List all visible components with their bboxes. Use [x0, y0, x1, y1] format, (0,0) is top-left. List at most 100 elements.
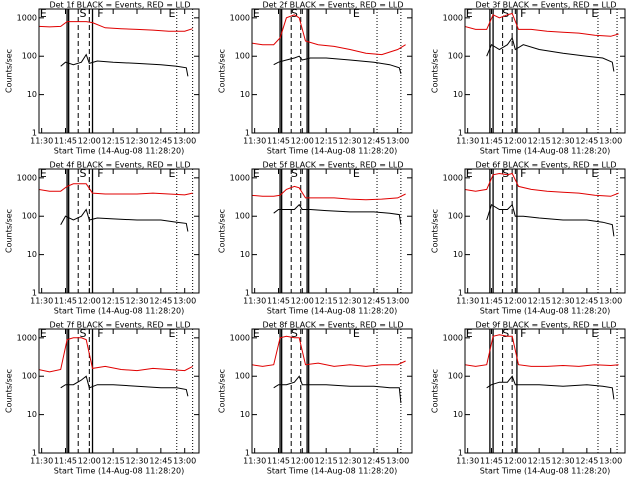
- x-tick-label: 12:15: [315, 297, 338, 306]
- annotation: E: [353, 327, 360, 340]
- annotation: E: [169, 7, 176, 20]
- x-tick-label: 13:00: [599, 457, 622, 466]
- annotation: E: [40, 167, 47, 180]
- y-tick-label: 1: [458, 289, 463, 298]
- plot-frame: [38, 168, 200, 294]
- annotation: F: [520, 7, 526, 20]
- y-tick-label: 1000: [230, 13, 250, 22]
- annotation: S: [79, 167, 86, 180]
- annotation: E: [253, 167, 260, 180]
- chart-title: Det 2f BLACK = Events, RED = LLD: [262, 1, 403, 10]
- y-tick-label: 1: [458, 129, 463, 138]
- chart-title: Det 8f BLACK = Events, RED = LLD: [262, 321, 403, 330]
- y-tick-label: 100: [235, 52, 250, 61]
- x-tick-label: 12:00: [78, 457, 101, 466]
- annotation: E: [40, 327, 47, 340]
- y-tick-label: 1: [245, 449, 250, 458]
- x-tick-label: 12:15: [102, 297, 125, 306]
- x-tick-label: 11:45: [54, 137, 77, 146]
- annotation: S: [79, 327, 86, 340]
- y-axis-label: Counts/sec: [431, 209, 440, 253]
- x-tick-label: 12:45: [575, 137, 598, 146]
- x-axis-label: Start Time (14-Aug-08 11:28:20): [54, 467, 185, 476]
- x-tick-label: 12:00: [504, 137, 527, 146]
- x-tick-label: 12:00: [291, 137, 314, 146]
- plot-frame: [38, 8, 200, 134]
- x-tick-label: 12:15: [102, 137, 125, 146]
- chart-title: Det 5f BLACK = Events, RED = LLD: [262, 161, 403, 170]
- x-tick-label: 12:30: [338, 457, 361, 466]
- series-line: [273, 203, 402, 225]
- y-tick-label: 10: [27, 410, 37, 419]
- x-tick-label: 13:00: [599, 137, 622, 146]
- y-tick-label: 1: [32, 129, 37, 138]
- chart-title: Det 4f BLACK = Events, RED = LLD: [49, 161, 190, 170]
- panel: Det 1f BLACK = Events, RED = LLD Counts/s…: [5, 1, 200, 156]
- x-tick-label: 12:45: [362, 137, 385, 146]
- x-tick-label: 11:30: [30, 137, 53, 146]
- x-tick-label: 12:15: [102, 457, 125, 466]
- chart-title: Det 3f BLACK = Events, RED = LLD: [475, 1, 616, 10]
- x-tick-label: 12:00: [78, 137, 101, 146]
- y-tick-label: 1: [32, 449, 37, 458]
- annotation: S: [502, 327, 509, 340]
- annotation: E: [353, 7, 360, 20]
- y-tick-label: 100: [22, 212, 37, 221]
- x-tick-label: 12:30: [551, 137, 574, 146]
- x-tick-label: 12:45: [362, 457, 385, 466]
- x-tick-label: 12:45: [362, 297, 385, 306]
- y-tick-label: 10: [453, 90, 463, 99]
- y-tick-label: 10: [240, 90, 250, 99]
- x-tick-label: 11:45: [267, 137, 290, 146]
- series-line: [252, 14, 406, 56]
- x-tick-label: 12:30: [338, 137, 361, 146]
- annotation: S: [502, 167, 509, 180]
- x-tick-label: 12:00: [504, 457, 527, 466]
- x-tick-label: 12:00: [291, 297, 314, 306]
- series-line: [273, 375, 402, 404]
- panel: Det 6f BLACK = Events, RED = LLD Counts/s…: [431, 161, 626, 316]
- annotation: E: [466, 327, 473, 340]
- annotation: E: [253, 327, 260, 340]
- y-tick-label: 1000: [17, 173, 37, 182]
- x-tick-label: 12:30: [551, 297, 574, 306]
- annotation: E: [169, 327, 176, 340]
- x-tick-label: 12:45: [149, 137, 172, 146]
- y-tick-label: 10: [240, 250, 250, 259]
- x-axis-label: Start Time (14-Aug-08 11:28:20): [54, 307, 185, 316]
- y-tick-label: 100: [448, 52, 463, 61]
- x-tick-label: 11:30: [456, 297, 479, 306]
- x-tick-label: 11:45: [480, 457, 503, 466]
- series-line: [39, 21, 193, 32]
- x-tick-label: 11:30: [456, 137, 479, 146]
- x-tick-label: 11:45: [480, 137, 503, 146]
- y-axis-label: Counts/sec: [5, 49, 14, 93]
- x-tick-label: 12:00: [78, 297, 101, 306]
- x-tick-label: 11:30: [30, 457, 53, 466]
- annotation: F: [97, 167, 103, 180]
- series-line: [465, 12, 619, 37]
- y-axis-label: Counts/sec: [218, 49, 227, 93]
- annotation: S: [291, 167, 298, 180]
- x-tick-label: 12:15: [528, 297, 551, 306]
- annotation: S: [291, 7, 298, 20]
- plot-frame: [251, 328, 413, 454]
- chart-title: Det 6f BLACK = Events, RED = LLD: [475, 161, 616, 170]
- y-tick-label: 1000: [230, 333, 250, 342]
- y-tick-label: 10: [240, 410, 250, 419]
- x-tick-label: 13:00: [386, 137, 409, 146]
- x-tick-label: 11:45: [54, 457, 77, 466]
- y-tick-label: 1000: [230, 173, 250, 182]
- x-tick-label: 13:00: [386, 457, 409, 466]
- x-tick-label: 13:00: [173, 137, 196, 146]
- annotation: S: [79, 7, 86, 20]
- annotation: F: [520, 167, 526, 180]
- panel: Det 3f BLACK = Events, RED = LLD Counts/s…: [431, 1, 626, 156]
- x-tick-label: 12:30: [338, 297, 361, 306]
- annotation: E: [353, 167, 360, 180]
- chart-title: Det 7f BLACK = Events, RED = LLD: [49, 321, 190, 330]
- y-tick-label: 100: [235, 372, 250, 381]
- panel: Det 7f BLACK = Events, RED = LLD Counts/s…: [5, 321, 200, 476]
- x-axis-label: Start Time (14-Aug-08 11:28:20): [480, 147, 611, 156]
